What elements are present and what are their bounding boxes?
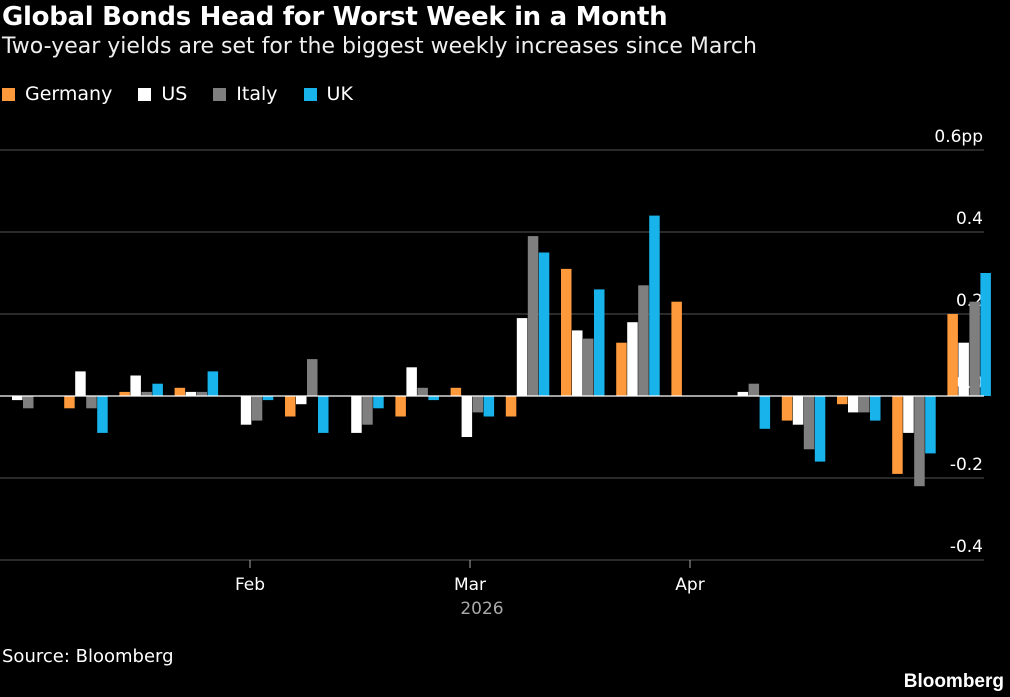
bar-us — [130, 375, 141, 396]
legend-swatch-uk — [303, 87, 317, 101]
legend-item-us: US — [138, 83, 187, 105]
bar-uk — [980, 273, 991, 396]
bar-uk — [262, 396, 274, 401]
bar-uk — [152, 383, 163, 396]
bar-us — [351, 396, 362, 433]
x-tick-label: Feb — [235, 575, 265, 595]
x-tick-label: Apr — [675, 575, 704, 595]
bar-germany — [450, 387, 462, 396]
bar-italy — [638, 285, 649, 396]
bar-italy — [417, 387, 428, 396]
bar-uk — [594, 289, 605, 396]
bar-uk — [428, 396, 439, 401]
chart-subtitle: Two-year yields are set for the biggest … — [2, 34, 757, 59]
y-tick-label: 0.6pp — [934, 127, 983, 147]
bar-us — [627, 322, 638, 396]
bar-us — [12, 396, 23, 401]
bar-uk — [925, 396, 936, 454]
bar-us — [240, 396, 252, 425]
bar-uk — [373, 396, 384, 409]
bar-us — [461, 396, 473, 437]
legend: Germany US Italy UK — [2, 83, 379, 105]
bar-uk — [483, 396, 495, 417]
bar-italy — [803, 396, 815, 450]
legend-label-us: US — [161, 83, 188, 105]
bar-uk — [814, 396, 826, 462]
bar-italy — [748, 383, 760, 396]
bar-germany — [505, 396, 517, 417]
bar-italy — [859, 396, 870, 413]
bar-italy — [86, 396, 97, 409]
bar-germany — [174, 387, 186, 396]
bar-us — [848, 396, 859, 413]
legend-label-uk: UK — [326, 83, 353, 105]
x-year-label: 2026 — [460, 599, 503, 619]
bar-italy — [23, 396, 34, 409]
bar-italy — [307, 359, 318, 396]
legend-label-italy: Italy — [236, 83, 278, 105]
bar-germany — [671, 301, 682, 396]
chart-title: Global Bonds Head for Worst Week in a Mo… — [2, 2, 668, 32]
source-note: Source: Bloomberg — [2, 646, 174, 667]
bar-germany — [837, 396, 848, 405]
bar-germany — [947, 314, 958, 396]
bar-germany — [285, 396, 296, 417]
bar-us — [516, 318, 528, 396]
bar-uk — [318, 396, 329, 433]
bar-us — [792, 396, 804, 425]
bar-uk — [538, 252, 550, 396]
bar-italy — [251, 396, 263, 421]
bar-us — [572, 330, 583, 396]
bar-us — [737, 391, 749, 396]
bar-germany — [781, 396, 793, 421]
y-tick-label: -0.4 — [950, 537, 983, 557]
bar-italy — [583, 338, 594, 396]
bar-uk — [97, 396, 108, 433]
bar-us — [903, 396, 914, 433]
legend-label-germany: Germany — [25, 83, 113, 105]
bar-uk — [207, 371, 219, 396]
legend-swatch-germany — [2, 87, 15, 101]
legend-item-uk: UK — [303, 83, 353, 105]
bar-italy — [527, 236, 539, 396]
legend-swatch-italy — [213, 87, 227, 101]
bar-us — [958, 342, 969, 396]
bar-uk — [759, 396, 771, 429]
bar-germany — [64, 396, 75, 409]
bar-italy — [969, 301, 980, 396]
bar-us — [406, 367, 417, 396]
bar-germany — [395, 396, 406, 417]
legend-swatch-us — [138, 87, 152, 101]
bar-us — [296, 396, 307, 405]
bar-italy — [914, 396, 925, 487]
bar-germany — [892, 396, 903, 474]
y-tick-label: -0.2 — [950, 455, 983, 475]
bar-us — [75, 371, 86, 396]
bar-germany — [616, 342, 627, 396]
bar-italy — [362, 396, 373, 425]
y-tick-label: 0.4 — [956, 209, 983, 229]
bar-uk — [649, 215, 660, 396]
x-tick-label: Mar — [454, 575, 486, 595]
bar-us — [185, 391, 197, 396]
legend-item-germany: Germany — [2, 83, 112, 105]
legend-item-italy: Italy — [213, 83, 278, 105]
bar-uk — [870, 396, 881, 421]
bar-italy — [196, 391, 208, 396]
bar-germany — [561, 268, 572, 396]
bar-germany — [119, 391, 130, 396]
bar-italy — [472, 396, 484, 413]
bloomberg-logo: Bloomberg — [903, 671, 1004, 692]
bar-italy — [141, 391, 152, 396]
